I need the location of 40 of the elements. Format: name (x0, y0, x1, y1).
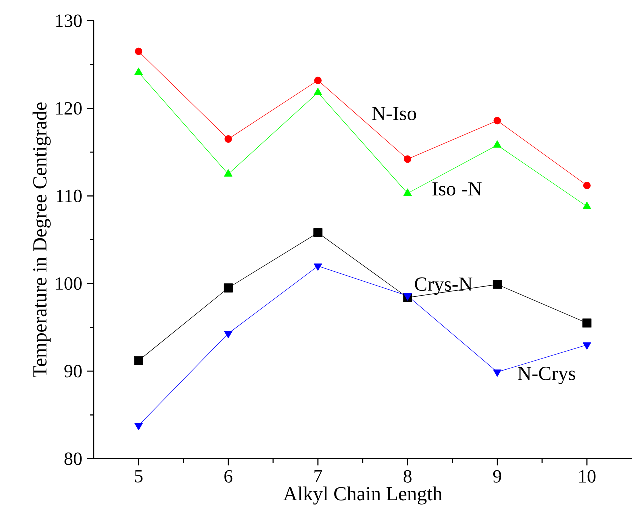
point (583, 182, 591, 190)
y-tick-label: 90 (64, 365, 82, 378)
point (494, 117, 502, 125)
series-label: N-Crys (518, 367, 576, 385)
point (224, 331, 233, 339)
point (314, 264, 322, 272)
y-tick-label: 80 (64, 452, 82, 466)
point (314, 88, 322, 96)
point (135, 48, 143, 56)
point (314, 76, 322, 84)
point (224, 170, 233, 177)
point (493, 370, 502, 378)
point (582, 318, 592, 328)
x-tick-label: 5 (135, 470, 143, 483)
point (404, 188, 412, 196)
y-tick-label: 120 (56, 102, 82, 115)
x-tick-label: 10 (579, 470, 596, 483)
point (493, 140, 502, 148)
y-axis-title: Temperature in Degree Centigrade (32, 102, 51, 378)
y-tick-label: 110 (57, 190, 82, 202)
x-axis-title: Alkyl Chain Length (283, 486, 442, 505)
point (134, 356, 144, 366)
point (224, 284, 234, 293)
point (582, 342, 592, 350)
y-tick-label: 100 (56, 278, 82, 290)
x-tick-label: 8 (404, 470, 412, 483)
point (404, 156, 412, 164)
point (134, 423, 144, 430)
series-label: N-Iso (372, 107, 416, 120)
point (492, 280, 502, 290)
point (314, 228, 323, 238)
x-tick-label: 7 (314, 470, 322, 483)
series-label: Iso -N (432, 182, 482, 196)
x-tick-label: 9 (493, 470, 502, 483)
x-tick-label: 6 (224, 470, 233, 483)
point (224, 136, 232, 143)
series-label: Crys-N (415, 278, 473, 296)
y-tick-label: 130 (56, 14, 82, 28)
point (134, 68, 144, 76)
point (582, 202, 592, 210)
